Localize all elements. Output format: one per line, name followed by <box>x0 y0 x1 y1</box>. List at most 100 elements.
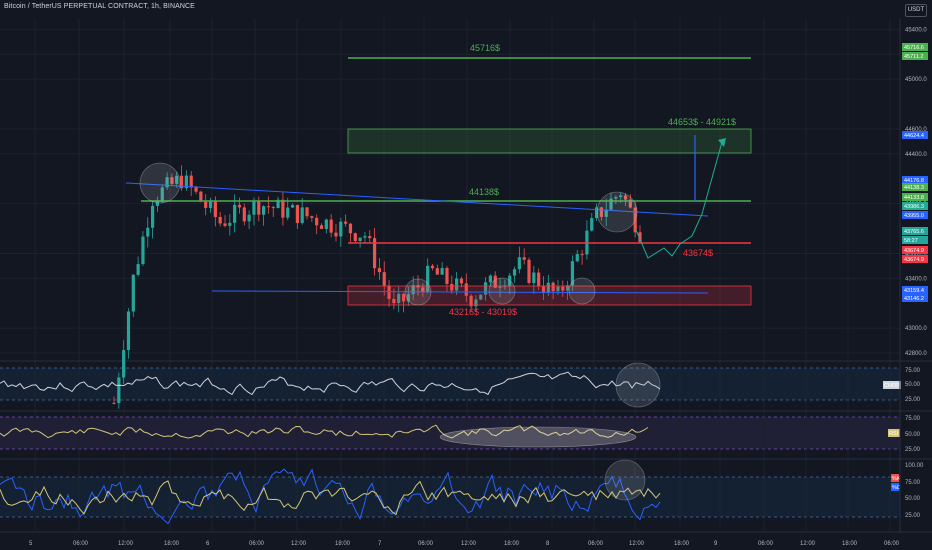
price-tag <box>902 52 928 60</box>
support-trendline <box>211 290 709 294</box>
price-tag-label: 45711.2 <box>904 54 923 60</box>
stoch-tick: 100.00 <box>905 463 924 469</box>
candle-body <box>512 269 517 276</box>
stoch-k-line <box>0 468 661 525</box>
candle-body <box>401 293 406 302</box>
price-tick: 44400.0 <box>905 152 927 158</box>
candle-body <box>290 204 295 208</box>
candle-body <box>614 197 618 199</box>
candle-body <box>218 216 222 224</box>
candle-body <box>261 206 266 215</box>
candle-body <box>223 223 227 226</box>
candle-body <box>363 236 367 238</box>
time-tick: 18:00 <box>504 541 520 547</box>
highlight-circle-2 <box>404 278 432 306</box>
time-tick: 18:00 <box>164 541 180 547</box>
price-tag-label: 43674.9 <box>904 248 924 254</box>
ind-tick: 75.00 <box>905 416 921 422</box>
candle-body <box>165 177 169 188</box>
currency-selector[interactable]: USDT <box>905 4 927 17</box>
candle-body <box>179 175 184 189</box>
candle-body <box>126 311 131 351</box>
candle-body <box>488 275 493 283</box>
time-tick: 06:00 <box>418 541 434 547</box>
candle-body <box>208 201 213 208</box>
chop-line <box>0 371 661 396</box>
projected-path <box>635 141 723 259</box>
candle-body <box>281 199 285 218</box>
candle-body <box>537 272 541 287</box>
price-tag <box>902 131 928 139</box>
price-tick: 43600.0 <box>905 251 927 257</box>
candle-body <box>266 206 271 208</box>
chop-label: CHOP <box>884 383 900 389</box>
price-tag <box>902 43 928 51</box>
candle-body <box>257 200 261 215</box>
time-tick: 06:00 <box>73 541 89 547</box>
price-tag <box>902 286 928 294</box>
candle-body <box>228 222 232 226</box>
price-tick: 45400.0 <box>905 27 927 33</box>
candle-body <box>551 282 555 292</box>
candle-body <box>406 294 410 302</box>
target-zone-box <box>347 128 752 154</box>
candle-body <box>455 278 459 291</box>
candle-body <box>122 350 126 378</box>
candle-body <box>556 286 560 292</box>
price-tag-label: 43674.9 <box>904 257 924 263</box>
candle-body <box>469 295 473 307</box>
candle-body <box>430 265 435 269</box>
candle-body <box>517 257 521 270</box>
ind-tick: 25.00 <box>905 447 921 453</box>
highlight-circle-4 <box>568 277 596 305</box>
price-tag-label: 58:27 <box>904 238 918 244</box>
price-tag <box>902 176 928 184</box>
ind-tick: 75.00 <box>905 368 921 374</box>
candle-body <box>329 219 333 233</box>
stoch-k-label: %K <box>892 476 901 482</box>
time-tick: 18:00 <box>335 541 351 547</box>
candle-body <box>435 268 439 275</box>
time-tick: 12:00 <box>461 541 477 547</box>
candle-body <box>561 286 565 291</box>
rsi-label: RSI <box>889 431 899 437</box>
time-tick: 18:00 <box>674 541 690 547</box>
symbol-title: Bitcoin / TetherUS PERPETUAL CONTRACT, 1… <box>4 3 195 10</box>
descending-trendline <box>125 182 709 217</box>
candle-body <box>146 227 150 237</box>
price-tag-label: 44138.3 <box>904 185 924 191</box>
stoch-tick: 25.00 <box>905 513 921 519</box>
time-tick: 12:00 <box>118 541 134 547</box>
candle-body <box>546 282 550 293</box>
price-tag-label: 43146.2 <box>904 296 924 302</box>
candle-body <box>194 187 198 192</box>
candle-body <box>604 209 608 217</box>
stoch-highlight <box>604 459 646 501</box>
candle-body <box>508 275 512 286</box>
time-tick: 5 <box>29 541 33 547</box>
chop-highlight <box>615 362 661 408</box>
candle-body <box>619 195 623 198</box>
candle-body <box>353 233 357 242</box>
candle-body <box>459 278 464 284</box>
candle-body <box>421 287 425 292</box>
candle-body <box>175 175 179 184</box>
candle-body <box>271 207 275 209</box>
highlight-circle-3 <box>488 277 516 305</box>
candle-body <box>160 187 164 202</box>
candle-body <box>151 205 155 228</box>
price-tag <box>902 211 928 219</box>
target-top-label: 45716$ <box>470 43 500 53</box>
rsi-highlight <box>439 426 637 448</box>
candle-body <box>170 177 174 184</box>
candle-body <box>527 259 531 283</box>
highlight-circle-0 <box>139 162 181 204</box>
candle-body <box>498 286 502 288</box>
candle-body <box>382 272 386 286</box>
price-tag <box>902 202 928 210</box>
candle-body <box>213 201 217 217</box>
rsi-label-bg <box>888 429 900 437</box>
candle-body <box>184 175 188 189</box>
